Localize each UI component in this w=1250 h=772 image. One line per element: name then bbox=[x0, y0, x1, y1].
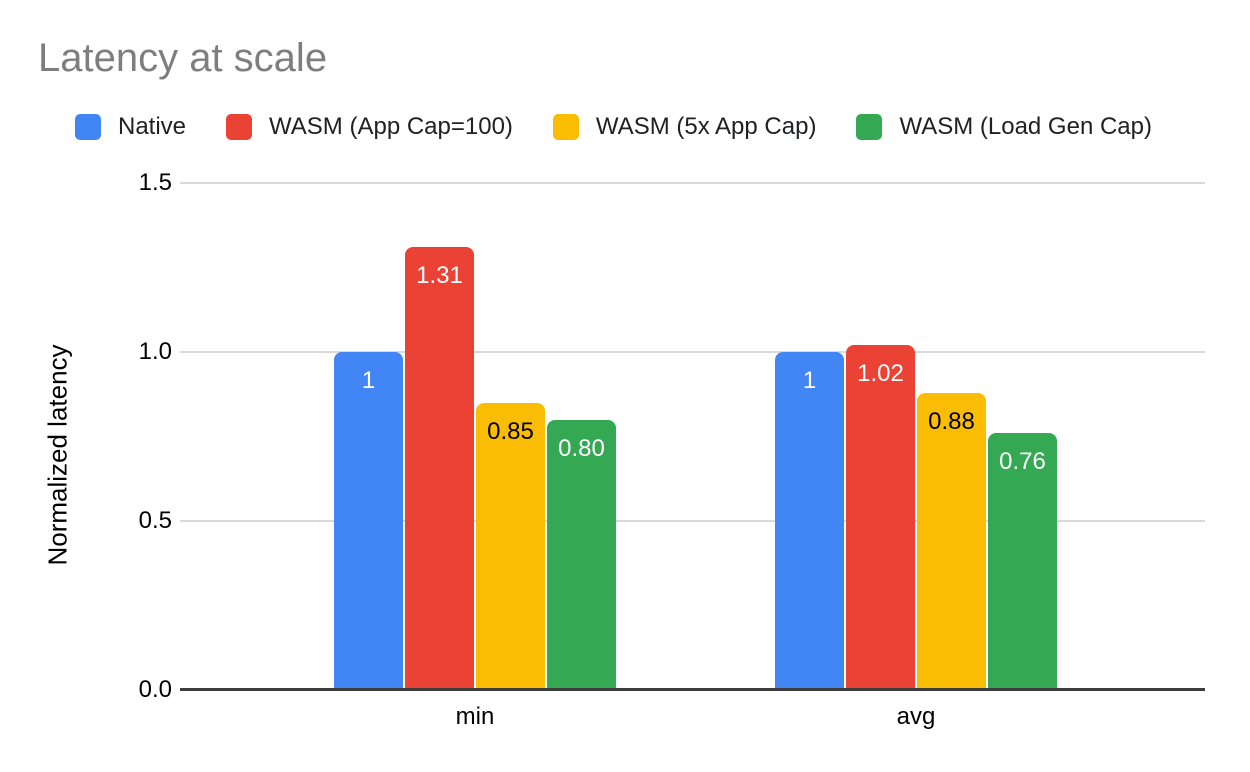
legend-swatch-icon bbox=[552, 114, 579, 140]
legend-swatch-icon bbox=[226, 114, 253, 140]
legend-swatch-icon bbox=[856, 114, 883, 140]
gridline-1.0 bbox=[180, 351, 1205, 353]
bar-value-label: 1.31 bbox=[416, 262, 463, 289]
bar-value-label: 0.88 bbox=[928, 408, 975, 435]
legend: Native WASM (App Cap=100) WASM (5x App Cap… bbox=[75, 113, 1152, 141]
x-tick-label-min: min bbox=[455, 703, 495, 730]
x-tick-label-avg: avg bbox=[896, 703, 936, 730]
legend-item-wasm-load-gen-cap: WASM (Load Gen Cap) bbox=[856, 113, 1152, 141]
bar-group-min: 1 1.31 0.85 0.80 bbox=[334, 183, 616, 690]
legend-item-wasm-app-cap-100: WASM (App Cap=100) bbox=[226, 113, 513, 141]
gridline-1.5 bbox=[180, 182, 1205, 184]
bar-value-label: 0.80 bbox=[558, 435, 605, 462]
bar-value-label: 1.02 bbox=[857, 360, 904, 387]
y-axis-title: Normalized latency bbox=[42, 344, 73, 566]
bar-value-label: 0.76 bbox=[999, 448, 1046, 475]
y-tick-label-1.5: 1.5 bbox=[138, 169, 172, 196]
bar-wasm-load-gen-cap-avg: 0.76 bbox=[988, 433, 1057, 690]
y-tick-label-0.0: 0.0 bbox=[138, 676, 172, 703]
bar-wasm-5x-app-cap-min: 0.85 bbox=[476, 403, 545, 690]
bar-wasm-app-cap-100-avg: 1.02 bbox=[846, 345, 915, 690]
y-tick-label-0.5: 0.5 bbox=[138, 507, 172, 534]
bar-value-label: 1 bbox=[802, 367, 817, 394]
bar-native-min: 1 bbox=[334, 352, 403, 690]
legend-label: Native bbox=[118, 113, 187, 140]
legend-label: WASM (App Cap=100) bbox=[269, 113, 513, 140]
bar-native-avg: 1 bbox=[775, 352, 844, 690]
chart-title: Latency at scale bbox=[38, 36, 328, 80]
bar-value-label: 0.85 bbox=[487, 418, 534, 445]
legend-swatch-icon bbox=[75, 114, 101, 140]
legend-label: WASM (Load Gen Cap) bbox=[899, 113, 1152, 140]
bar-value-label: 1 bbox=[361, 367, 376, 394]
plot-area: 1 1.31 0.85 0.80 1 1.02 0.88 0.76 bbox=[180, 182, 1205, 691]
legend-item-wasm-5x-app-cap: WASM (5x App Cap) bbox=[552, 113, 817, 141]
bar-wasm-app-cap-100-min: 1.31 bbox=[405, 247, 474, 690]
bar-wasm-5x-app-cap-avg: 0.88 bbox=[917, 393, 986, 690]
bar-group-avg: 1 1.02 0.88 0.76 bbox=[775, 183, 1057, 690]
x-axis-baseline bbox=[180, 688, 1205, 691]
gridline-0.5 bbox=[180, 520, 1205, 522]
y-tick-label-1.0: 1.0 bbox=[138, 338, 172, 365]
legend-label: WASM (5x App Cap) bbox=[595, 113, 817, 140]
bar-wasm-load-gen-cap-min: 0.80 bbox=[547, 420, 616, 690]
legend-item-native: Native bbox=[75, 113, 186, 141]
